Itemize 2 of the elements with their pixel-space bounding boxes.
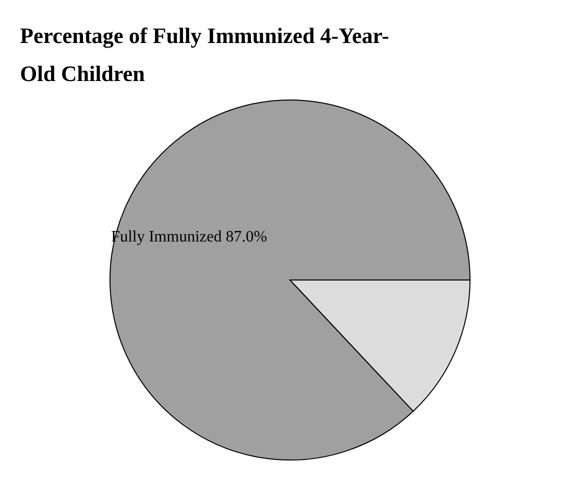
pie-slice [110, 100, 470, 460]
chart-title: Percentage of Fully Immunized 4-Year-Old Children [20, 23, 390, 86]
